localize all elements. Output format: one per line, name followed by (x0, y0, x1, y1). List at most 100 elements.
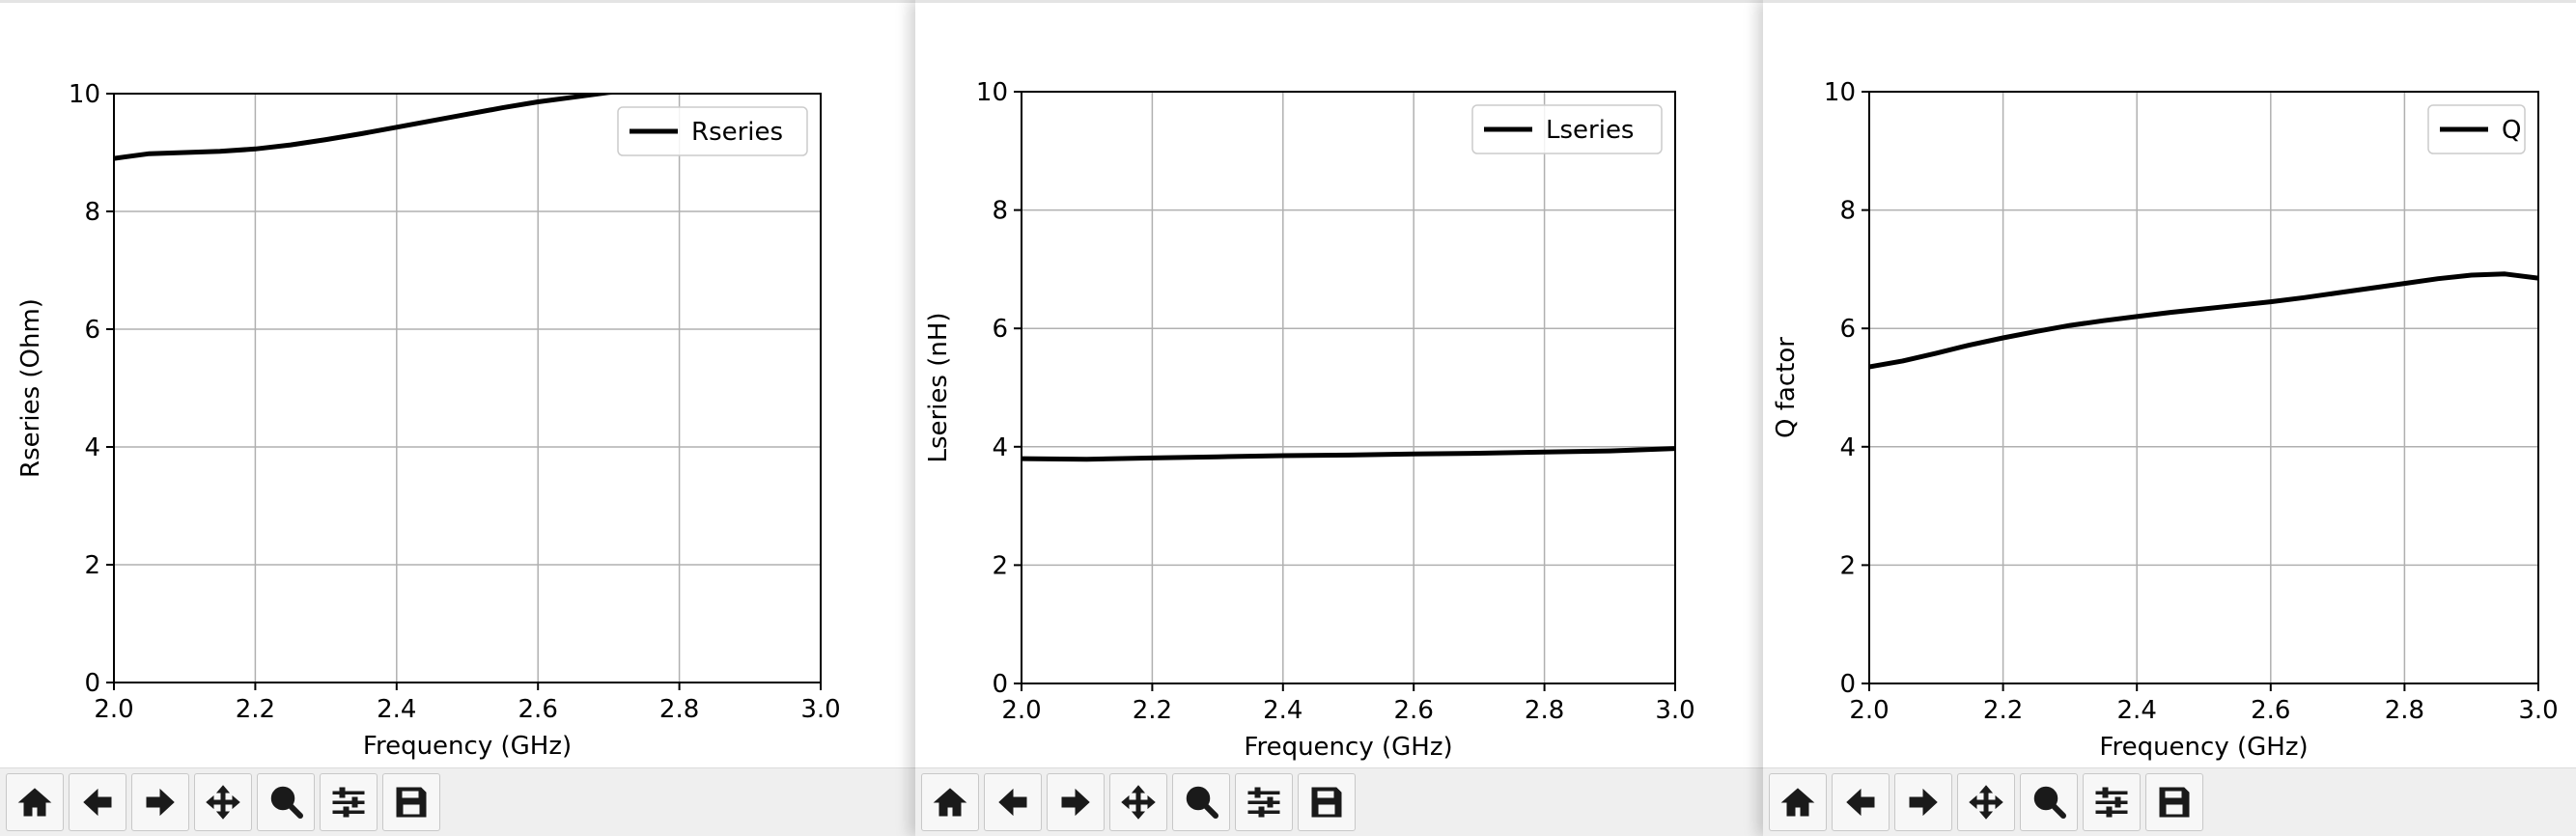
x-tick-label: 3.0 (1655, 696, 1694, 725)
pan-move-icon (1121, 785, 1156, 820)
figure-window-q-factor: 2.0 2.2 2.4 2.6 2.8 3.0 0 2 4 6 8 10 Frequency (GHz)… (1763, 0, 2576, 836)
x-tick-label: 2.4 (377, 695, 416, 724)
x-tick-label: 2.4 (2117, 696, 2157, 725)
zoom-magnifier-icon (1186, 786, 1218, 819)
x-tick-label: 2.0 (94, 695, 133, 724)
zoom-magnifier-button[interactable] (257, 773, 315, 831)
pan-move-icon (206, 785, 240, 820)
legend-label: Lseries (1546, 116, 1634, 145)
x-tick-label: 2.8 (1525, 696, 1564, 725)
y-tick-label: 0 (84, 669, 100, 698)
legend-label: Q (2502, 116, 2521, 145)
zoom-magnifier-button[interactable] (1172, 773, 1230, 831)
home-button[interactable] (921, 773, 979, 831)
save-floppy-icon (396, 787, 427, 818)
plot-area[interactable]: 2.0 2.2 2.4 2.6 2.8 3.0 0 2 4 6 8 10 Frequency (GHz)… (1763, 0, 2576, 768)
y-tick-label: 8 (84, 198, 100, 227)
x-tick-label: 3.0 (800, 695, 840, 724)
save-floppy-button[interactable] (1298, 773, 1356, 831)
y-tick-label: 0 (1839, 670, 1856, 699)
configure-subplots-icon (2095, 787, 2128, 818)
configure-subplots-icon (332, 787, 365, 818)
configure-subplots-button[interactable] (2083, 773, 2141, 831)
y-tick-label: 6 (84, 316, 100, 345)
x-tick-label: 2.2 (236, 695, 275, 724)
x-tick-label: 2.0 (1849, 696, 1889, 725)
configure-subplots-button[interactable] (1235, 773, 1293, 831)
y-tick-label: 4 (1839, 433, 1856, 462)
home-button[interactable] (6, 773, 64, 831)
forward-arrow-button[interactable] (1047, 773, 1105, 831)
y-tick-label: 2 (84, 551, 100, 580)
pan-move-button[interactable] (1109, 773, 1167, 831)
x-axis-label: Frequency (GHz) (363, 732, 572, 761)
axes-frame (113, 93, 822, 683)
y-tick-label: 10 (976, 78, 1008, 107)
legend: Rseries (617, 106, 808, 156)
save-floppy-icon (2159, 787, 2190, 818)
pan-move-button[interactable] (194, 773, 252, 831)
back-arrow-button[interactable] (1832, 773, 1890, 831)
figure-window-lseries: 2.0 2.2 2.4 2.6 2.8 3.0 0 2 4 6 8 10 Frequency (GHz)… (915, 0, 1763, 836)
y-axis-label: Q factor (1772, 337, 1801, 438)
x-tick-label: 2.2 (1983, 696, 2023, 725)
configure-subplots-icon (1247, 787, 1280, 818)
y-tick-label: 8 (992, 197, 1008, 226)
series-line-lseries (1022, 446, 1675, 462)
axes-frame (1868, 91, 2539, 684)
plot-area[interactable]: 2.0 2.2 2.4 2.6 2.8 3.0 0 2 4 6 8 10 Frequency (GHz)… (915, 0, 1763, 768)
window-top-edge (0, 0, 915, 3)
window-top-edge (915, 0, 1763, 3)
x-tick-label: 2.6 (2251, 696, 2290, 725)
save-floppy-button[interactable] (2145, 773, 2203, 831)
window-top-edge (1763, 0, 2576, 3)
x-tick-label: 2.0 (1001, 696, 1041, 725)
legend-box (1471, 104, 1663, 154)
y-axis-label: Rseries (Ohm) (16, 298, 45, 478)
pan-move-icon (1969, 785, 2003, 820)
x-tick-label: 2.6 (518, 695, 558, 724)
save-floppy-button[interactable] (382, 773, 440, 831)
y-tick-label: 2 (992, 551, 1008, 580)
back-arrow-button[interactable] (984, 773, 1042, 831)
y-tick-label: 6 (992, 315, 1008, 344)
home-icon (1780, 788, 1815, 817)
y-tick-label: 4 (84, 433, 100, 462)
x-tick-label: 2.2 (1133, 696, 1172, 725)
y-tick-label: 10 (69, 80, 100, 109)
y-tick-label: 2 (1839, 551, 1856, 580)
zoom-magnifier-icon (270, 786, 303, 819)
forward-arrow-icon (146, 788, 175, 817)
axes-frame (1021, 91, 1676, 684)
back-arrow-icon (998, 788, 1027, 817)
series-line-rseries (114, 94, 624, 161)
back-arrow-button[interactable] (69, 773, 126, 831)
zoom-magnifier-icon (2033, 786, 2066, 819)
y-tick-label: 4 (992, 433, 1008, 462)
home-icon (933, 788, 967, 817)
forward-arrow-button[interactable] (1894, 773, 1952, 831)
navigation-toolbar (915, 767, 1763, 836)
home-button[interactable] (1769, 773, 1827, 831)
legend-box (617, 106, 808, 156)
plot-area[interactable]: 2.0 2.2 2.4 2.6 2.8 3.0 0 2 4 6 8 10 Frequency (GHz)… (0, 0, 915, 768)
figure-window-rseries: 2.0 2.2 2.4 2.6 2.8 3.0 0 2 4 6 8 10 Frequency (GHz)… (0, 0, 915, 836)
y-tick-label: 10 (1824, 78, 1856, 107)
navigation-toolbar (1763, 767, 2576, 836)
forward-arrow-button[interactable] (131, 773, 189, 831)
x-tick-label: 2.8 (659, 695, 699, 724)
x-axis-label: Frequency (GHz) (2099, 733, 2308, 762)
pan-move-button[interactable] (1957, 773, 2015, 831)
zoom-magnifier-button[interactable] (2020, 773, 2078, 831)
back-arrow-icon (1846, 788, 1875, 817)
home-icon (17, 788, 52, 817)
y-axis-label: Lseries (nH) (924, 312, 953, 462)
series-line-q (1869, 271, 2538, 370)
y-tick-label: 8 (1839, 197, 1856, 226)
forward-arrow-icon (1909, 788, 1938, 817)
x-tick-label: 2.4 (1263, 696, 1302, 725)
x-tick-label: 2.6 (1394, 696, 1434, 725)
back-arrow-icon (83, 788, 112, 817)
x-tick-label: 2.8 (2385, 696, 2424, 725)
configure-subplots-button[interactable] (320, 773, 378, 831)
